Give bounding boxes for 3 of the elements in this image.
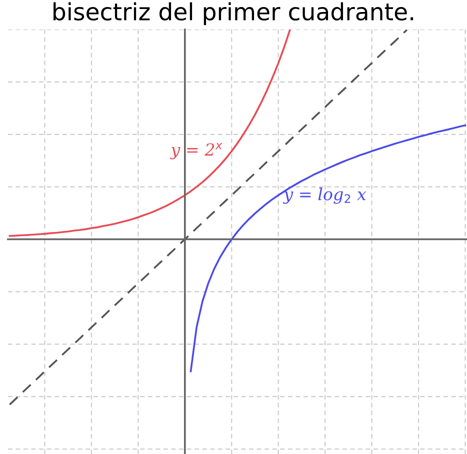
chart-title: bisectriz del primer cuadrante.: [54, 2, 414, 26]
series-label: y = log$_{2}$ x: [283, 187, 366, 204]
series-label: y = 2$^{x}$: [170, 142, 222, 160]
